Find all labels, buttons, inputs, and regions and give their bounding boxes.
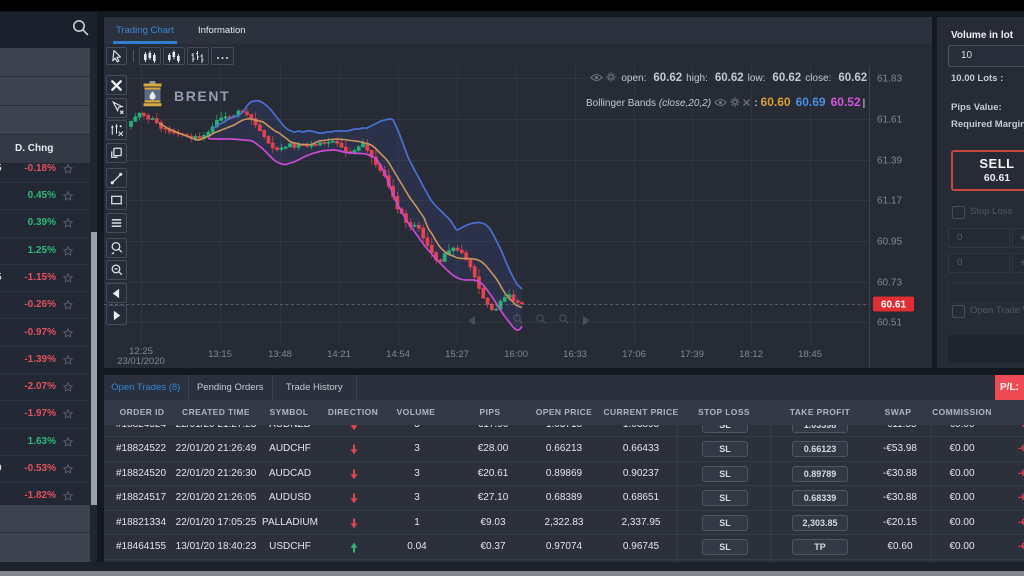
svg-text:60.61: 60.61 [881, 300, 906, 311]
svg-text:13:48: 13:48 [268, 349, 292, 360]
svg-text:18:45: 18:45 [798, 349, 822, 360]
svg-text:16:33: 16:33 [563, 349, 587, 360]
svg-text:23/01/2020: 23/01/2020 [117, 356, 165, 367]
svg-text:15:27: 15:27 [445, 349, 469, 360]
svg-text:60.95: 60.95 [877, 237, 902, 248]
svg-text:61.17: 61.17 [877, 196, 902, 207]
svg-text:60.51: 60.51 [877, 318, 902, 329]
svg-text:17:06: 17:06 [622, 349, 646, 360]
svg-text:60.73: 60.73 [877, 278, 902, 289]
svg-text:61.39: 61.39 [877, 156, 902, 167]
svg-text:17:39: 17:39 [680, 349, 704, 360]
svg-text:14:21: 14:21 [327, 349, 351, 360]
svg-text:16:00: 16:00 [504, 349, 528, 360]
svg-text:13:15: 13:15 [208, 349, 232, 360]
svg-text:18:12: 18:12 [739, 349, 763, 360]
svg-text:61.83: 61.83 [877, 74, 902, 85]
svg-text:61.61: 61.61 [877, 115, 902, 126]
svg-text:14:54: 14:54 [386, 349, 410, 360]
svg-text:12:25: 12:25 [129, 346, 153, 357]
